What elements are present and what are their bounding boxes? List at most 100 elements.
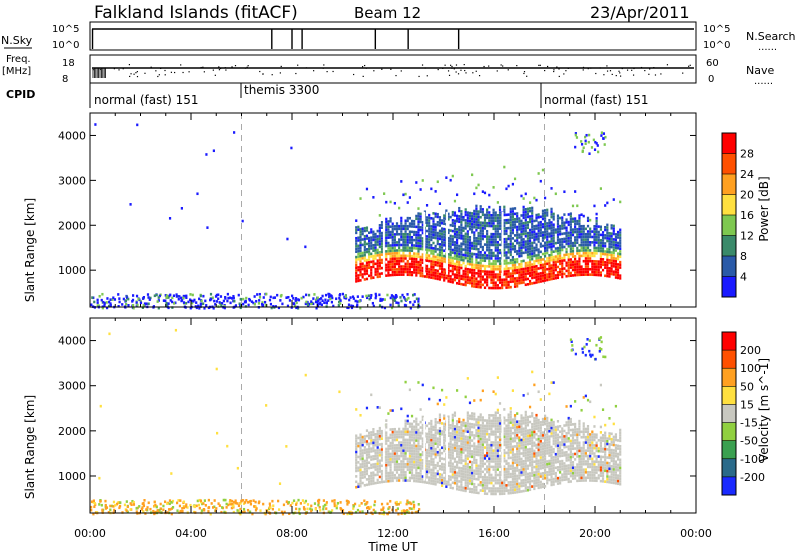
- echo-cell: [451, 248, 454, 252]
- echo-cell: [391, 233, 394, 236]
- echo-cell: [404, 473, 407, 477]
- echo-cell: [466, 441, 469, 444]
- echo-cell: [539, 242, 542, 246]
- echo-cell: [531, 230, 534, 234]
- echo-cell: [539, 231, 542, 235]
- echo-cell: [477, 437, 480, 441]
- echo-cell: [528, 215, 532, 218]
- echo-cell: [576, 252, 579, 255]
- echo-cell: [574, 132, 577, 135]
- echo-cell: [222, 299, 225, 303]
- echo-cell: [385, 450, 388, 453]
- echo-cell: [410, 238, 414, 242]
- echo-cell: [400, 243, 403, 247]
- echo-cell: [597, 268, 600, 272]
- echo-cell: [387, 228, 390, 231]
- echo-cell: [430, 479, 433, 483]
- echo-cell: [477, 491, 480, 495]
- echo-cell: [387, 271, 390, 274]
- echo-cell: [569, 239, 572, 242]
- echo-cell: [479, 229, 482, 233]
- echo-cell: [378, 245, 381, 249]
- echo-cell: [380, 429, 384, 433]
- echo-cell: [355, 228, 358, 232]
- freq-label: Freq.: [6, 54, 31, 65]
- echo-cell: [425, 259, 429, 262]
- echo-cell: [464, 281, 467, 284]
- echo-cell: [404, 425, 407, 428]
- nsearch-dotted-legend: ......: [758, 42, 777, 53]
- echo-cell: [488, 468, 491, 471]
- echo-cell: [372, 449, 375, 453]
- echo-cell: [449, 470, 452, 473]
- echo-cell: [576, 241, 579, 244]
- echo-cell: [436, 258, 439, 262]
- echo-cell: [387, 263, 390, 266]
- echo-cell: [361, 473, 364, 477]
- echo-cell: [410, 433, 414, 437]
- echo-cell: [143, 499, 146, 502]
- echo-cell: [464, 473, 467, 476]
- echo-cell: [498, 422, 502, 425]
- echo-cell: [359, 257, 362, 261]
- echo-cell: [496, 489, 499, 493]
- echo-cell: [612, 232, 615, 236]
- echo-cell: [380, 469, 384, 473]
- echo-cell: [548, 275, 551, 279]
- echo-cell: [584, 265, 587, 268]
- echo-cell: [359, 484, 362, 488]
- echo-cell: [378, 406, 381, 409]
- echo-cell: [355, 247, 358, 251]
- echo-cell: [271, 507, 274, 511]
- nsky-label: N.Sky: [1, 34, 33, 47]
- echo-cell: [380, 464, 384, 468]
- echo-cell: [404, 471, 407, 474]
- echo-cell: [471, 274, 474, 277]
- echo-cell: [413, 503, 416, 507]
- echo-cell: [488, 219, 491, 222]
- echo-cell: [606, 274, 609, 278]
- echo-cell: [477, 421, 480, 424]
- echo-cell: [455, 422, 459, 426]
- echo-cell: [507, 267, 510, 270]
- echo-cell: [599, 273, 602, 277]
- echo-cell: [464, 467, 467, 471]
- echo-cell: [425, 467, 429, 471]
- echo-cell: [511, 182, 515, 186]
- echo-cell: [464, 476, 467, 479]
- echo-cell: [561, 237, 564, 241]
- echo-cell: [543, 214, 547, 218]
- echo-cell: [518, 254, 521, 258]
- echo-cell: [586, 232, 590, 236]
- echo-cell: [479, 481, 482, 484]
- echo-cell: [355, 456, 358, 459]
- echo-cell: [455, 455, 459, 458]
- echo-cell: [387, 444, 390, 448]
- echo-cell: [528, 269, 532, 272]
- echo-cell: [509, 261, 512, 265]
- echo-cell: [550, 269, 553, 273]
- echo-cell: [447, 464, 450, 467]
- echo-cell: [496, 479, 499, 482]
- echo-cell: [402, 438, 405, 442]
- echo-cell: [477, 483, 480, 487]
- echo-cell: [428, 468, 431, 471]
- echo-cell: [462, 429, 465, 433]
- echo-cell: [372, 249, 375, 253]
- echo-cell: [389, 268, 392, 272]
- echo-cell: [516, 231, 519, 234]
- echo-cell: [393, 265, 396, 269]
- echo-cell: [447, 244, 450, 248]
- echo-cell: [406, 273, 409, 277]
- echo-cell: [432, 452, 435, 456]
- echo-cell: [389, 263, 392, 266]
- echo-cell: [355, 258, 358, 262]
- echo-cell: [406, 427, 409, 431]
- echo-cell: [436, 437, 439, 441]
- echo-cell: [447, 447, 450, 451]
- echo-cell: [177, 499, 180, 502]
- echo-cell: [471, 450, 474, 453]
- echo-cell: [576, 273, 579, 277]
- echo-cell: [606, 247, 609, 251]
- echo-cell: [471, 252, 474, 256]
